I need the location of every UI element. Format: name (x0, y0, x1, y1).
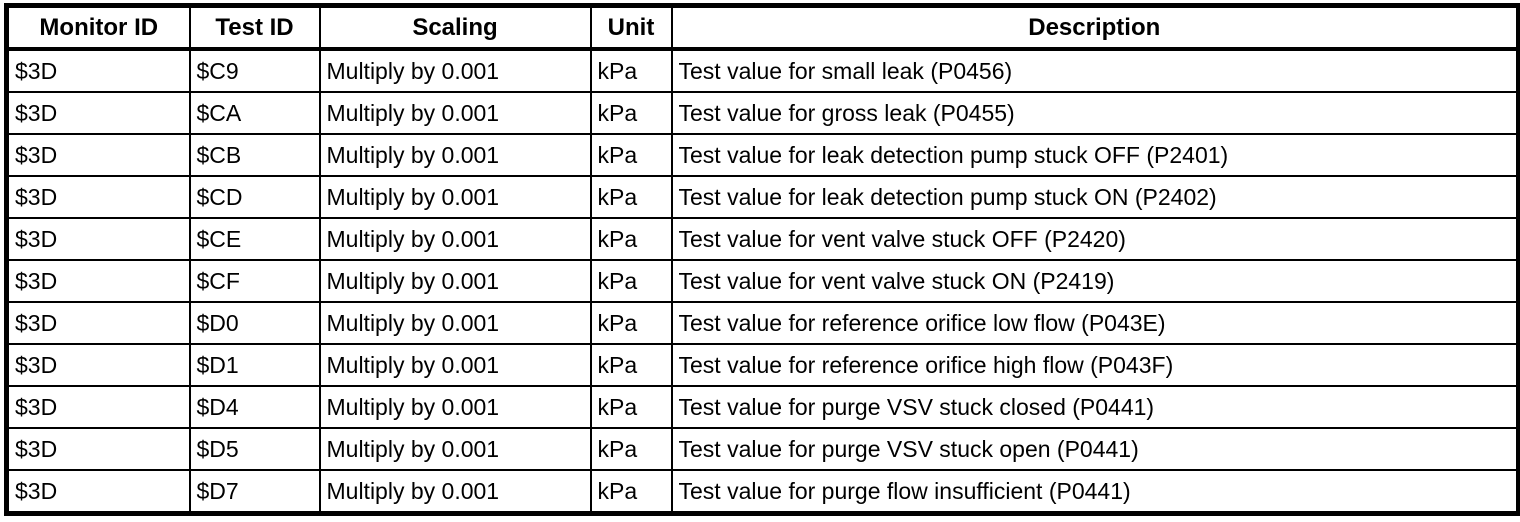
cell-unit: kPa (589, 175, 673, 219)
cell-monitor-id: $3D (5, 343, 191, 387)
column-header-monitor-id: Monitor ID (5, 4, 191, 51)
cell-scaling: Multiply by 0.001 (318, 469, 592, 515)
cell-description: Test value for purge VSV stuck open (P04… (670, 427, 1520, 471)
cell-scaling: Multiply by 0.001 (318, 343, 592, 387)
cell-monitor-id: $3D (5, 385, 191, 429)
cell-test-id: $CE (188, 217, 321, 261)
cell-monitor-id: $3D (5, 175, 191, 219)
cell-scaling: Multiply by 0.001 (318, 301, 592, 345)
cell-unit: kPa (589, 133, 673, 177)
cell-test-id: $D0 (188, 301, 321, 345)
cell-scaling: Multiply by 0.001 (318, 427, 592, 471)
table-row: $3D $CF Multiply by 0.001 kPa Test value… (5, 259, 1520, 303)
cell-description: Test value for leak detection pump stuck… (670, 175, 1520, 219)
table-row: $3D $CE Multiply by 0.001 kPa Test value… (5, 217, 1520, 261)
column-header-description: Description (670, 4, 1520, 51)
table-row: $3D $D7 Multiply by 0.001 kPa Test value… (5, 469, 1520, 515)
cell-scaling: Multiply by 0.001 (318, 48, 592, 93)
cell-scaling: Multiply by 0.001 (318, 217, 592, 261)
table-row: $3D $D4 Multiply by 0.001 kPa Test value… (5, 385, 1520, 429)
cell-scaling: Multiply by 0.001 (318, 133, 592, 177)
cell-monitor-id: $3D (5, 133, 191, 177)
cell-unit: kPa (589, 91, 673, 135)
table-row: $3D $C9 Multiply by 0.001 kPa Test value… (5, 48, 1520, 93)
cell-description: Test value for gross leak (P0455) (670, 91, 1520, 135)
cell-monitor-id: $3D (5, 301, 191, 345)
column-header-test-id: Test ID (188, 4, 321, 51)
cell-monitor-id: $3D (5, 469, 191, 515)
cell-description: Test value for vent valve stuck ON (P241… (670, 259, 1520, 303)
cell-unit: kPa (589, 217, 673, 261)
cell-description: Test value for reference orifice low flo… (670, 301, 1520, 345)
cell-test-id: $CD (188, 175, 321, 219)
cell-scaling: Multiply by 0.001 (318, 175, 592, 219)
cell-test-id: $D4 (188, 385, 321, 429)
table-row: $3D $CD Multiply by 0.001 kPa Test value… (5, 175, 1520, 219)
cell-scaling: Multiply by 0.001 (318, 385, 592, 429)
cell-description: Test value for leak detection pump stuck… (670, 133, 1520, 177)
table-row: $3D $CB Multiply by 0.001 kPa Test value… (5, 133, 1520, 177)
cell-test-id: $D1 (188, 343, 321, 387)
cell-description: Test value for purge flow insufficient (… (670, 469, 1520, 515)
cell-description: Test value for small leak (P0456) (670, 48, 1520, 93)
cell-description: Test value for purge VSV stuck closed (P… (670, 385, 1520, 429)
cell-unit: kPa (589, 259, 673, 303)
cell-test-id: $CA (188, 91, 321, 135)
cell-test-id: $CB (188, 133, 321, 177)
table-header-row: Monitor ID Test ID Scaling Unit Descript… (5, 4, 1520, 51)
cell-monitor-id: $3D (5, 91, 191, 135)
cell-scaling: Multiply by 0.001 (318, 259, 592, 303)
cell-monitor-id: $3D (5, 48, 191, 93)
cell-test-id: $D5 (188, 427, 321, 471)
cell-test-id: $C9 (188, 48, 321, 93)
cell-unit: kPa (589, 469, 673, 515)
cell-unit: kPa (589, 48, 673, 93)
table-row: $3D $D5 Multiply by 0.001 kPa Test value… (5, 427, 1520, 471)
table-row: $3D $D0 Multiply by 0.001 kPa Test value… (5, 301, 1520, 345)
cell-unit: kPa (589, 385, 673, 429)
cell-scaling: Multiply by 0.001 (318, 91, 592, 135)
table-row: $3D $D1 Multiply by 0.001 kPa Test value… (5, 343, 1520, 387)
table-row: $3D $CA Multiply by 0.001 kPa Test value… (5, 91, 1520, 135)
cell-monitor-id: $3D (5, 217, 191, 261)
cell-description: Test value for vent valve stuck OFF (P24… (670, 217, 1520, 261)
cell-description: Test value for reference orifice high fl… (670, 343, 1520, 387)
test-reference-table: Monitor ID Test ID Scaling Unit Descript… (4, 3, 1520, 516)
cell-monitor-id: $3D (5, 427, 191, 471)
cell-monitor-id: $3D (5, 259, 191, 303)
column-header-scaling: Scaling (318, 4, 592, 51)
cell-unit: kPa (589, 427, 673, 471)
cell-test-id: $D7 (188, 469, 321, 515)
cell-unit: kPa (589, 301, 673, 345)
cell-test-id: $CF (188, 259, 321, 303)
cell-unit: kPa (589, 343, 673, 387)
column-header-unit: Unit (589, 4, 673, 51)
